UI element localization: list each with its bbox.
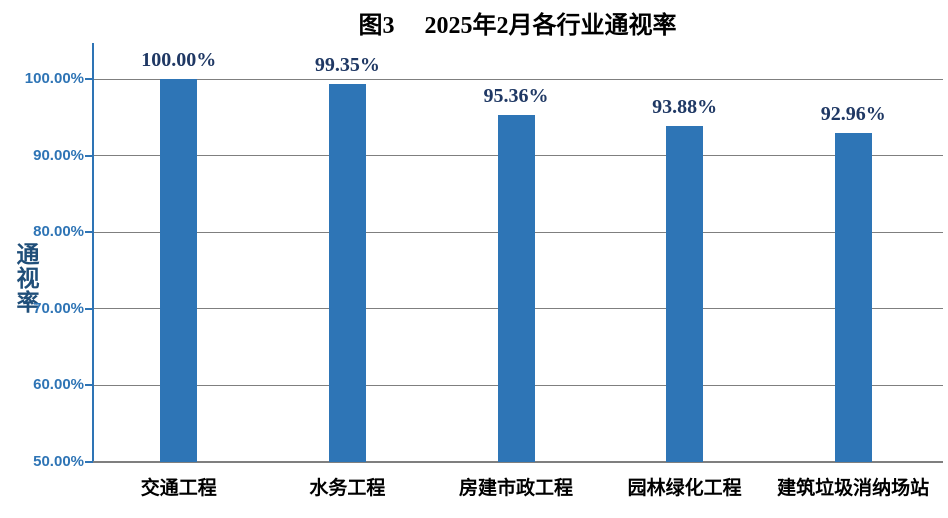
category-label: 交通工程	[140, 478, 217, 499]
bar-value-label: 99.35%	[314, 54, 380, 77]
y-axis-tick	[85, 154, 93, 157]
bar-value-label: 92.96%	[820, 103, 886, 126]
category-label: 园林绿化工程	[627, 478, 742, 499]
y-axis-title: 通视率	[13, 242, 38, 314]
y-axis-tick	[85, 384, 93, 387]
y-tick-label: 80.00%	[33, 223, 84, 241]
bar-value-label: 95.36%	[483, 84, 549, 107]
category-label: 房建市政工程	[458, 478, 573, 499]
y-axis-tick	[85, 307, 93, 310]
y-tick-label: 70.00%	[33, 299, 84, 317]
chart-title: 图3 2025年2月各行业通视率	[358, 13, 677, 39]
bar-房建市政工程	[497, 114, 535, 462]
y-tick-label: 60.00%	[33, 376, 84, 394]
y-axis-tick	[85, 78, 93, 81]
bar-value-label: 93.88%	[652, 96, 718, 119]
category-label: 建筑垃圾消纳场站	[777, 478, 930, 499]
gridline	[92, 78, 943, 80]
bar-value-label: 100.00%	[141, 49, 217, 72]
y-tick-label: 50.00%	[33, 453, 84, 470]
category-label: 水务工程	[309, 478, 386, 499]
y-axis-tick	[85, 231, 93, 234]
bar-建筑垃圾消纳场站	[834, 133, 872, 462]
bar-水务工程	[328, 84, 366, 462]
bar-园林绿化工程	[666, 126, 704, 462]
y-axis-line	[92, 43, 94, 463]
bar-交通工程	[160, 79, 198, 462]
x-axis-line	[92, 461, 943, 463]
y-tick-label: 90.00%	[33, 146, 84, 164]
y-tick-label: 100.00%	[24, 70, 84, 88]
y-axis-tick	[85, 461, 93, 463]
